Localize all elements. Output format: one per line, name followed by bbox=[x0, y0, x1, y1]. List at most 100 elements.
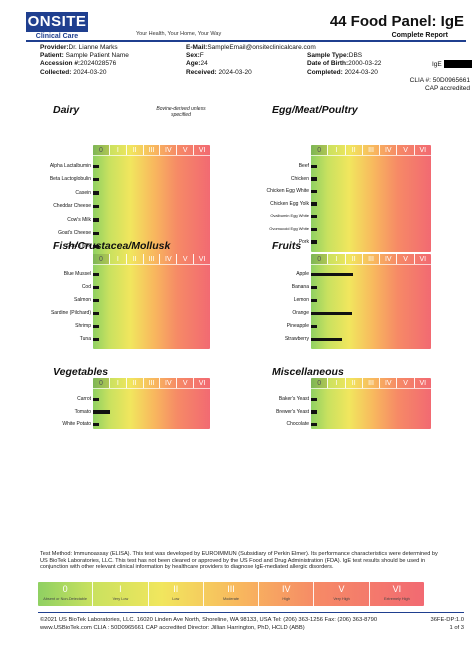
scale-cell: IV High bbox=[258, 582, 313, 606]
level-5: V bbox=[176, 254, 193, 264]
result-bar bbox=[93, 191, 99, 195]
food-label: Pineapple bbox=[286, 323, 309, 329]
level-header: 0 I II III IV V VI bbox=[93, 145, 210, 156]
panel-title: Vegetables bbox=[53, 366, 109, 378]
panel-gradient bbox=[311, 254, 431, 349]
result-bar bbox=[311, 298, 317, 302]
level-4: IV bbox=[379, 254, 396, 264]
food-label: Chicken Egg Yolk bbox=[270, 200, 309, 207]
level-3: III bbox=[142, 145, 160, 155]
level-5: V bbox=[176, 145, 193, 155]
level-2: II bbox=[344, 145, 362, 155]
food-label: Beef bbox=[298, 163, 309, 169]
sex-field: Sex:F bbox=[186, 52, 204, 60]
level-3: III bbox=[361, 254, 379, 264]
received-field: Received: 2024-03-20 bbox=[186, 68, 252, 76]
level-5: V bbox=[396, 378, 413, 388]
completed-field: Completed: 2024-03-20 bbox=[307, 68, 378, 76]
panel-title: Fish/Crustacea/Mollusk bbox=[53, 240, 171, 252]
dob-field: Date of Birth:2000-03-22 bbox=[307, 60, 382, 68]
level-0: 0 bbox=[93, 254, 109, 264]
level-header: 0 I II III IV V VI bbox=[311, 145, 431, 156]
scale-cell: 0 Absent or Non-Detectable bbox=[38, 582, 92, 606]
sample-type-field: Sample Type:DBS bbox=[307, 52, 363, 60]
panel-title: Fruits bbox=[272, 240, 302, 252]
accession-field: Accession #:2024028576 bbox=[40, 60, 117, 68]
result-bar bbox=[311, 397, 317, 401]
level-4: IV bbox=[379, 145, 396, 155]
level-1: I bbox=[327, 378, 344, 388]
level-6: VI bbox=[413, 378, 431, 388]
food-label: Beta Lactoglobulin bbox=[49, 176, 91, 183]
level-4: IV bbox=[379, 378, 396, 388]
panel-gradient bbox=[93, 145, 210, 256]
result-bar bbox=[93, 164, 99, 168]
level-3: III bbox=[361, 378, 379, 388]
scale-description: Absent or Non-Detectable bbox=[43, 597, 87, 601]
result-bar bbox=[311, 272, 353, 276]
food-label: Shrimp bbox=[75, 323, 91, 329]
result-bar bbox=[311, 164, 317, 168]
result-bar bbox=[93, 204, 99, 209]
logo-wordmark: ONSITE bbox=[26, 12, 88, 32]
level-2: II bbox=[125, 378, 143, 388]
document-id: 36FE-DP:1.0 1 of 3 bbox=[430, 616, 464, 632]
patient-field: Patient: Sample Patient Name bbox=[40, 52, 129, 60]
panel-title: Dairy bbox=[53, 104, 80, 116]
result-bar bbox=[311, 177, 317, 181]
provider-field: Provider:Dr. Lianne Marks bbox=[40, 44, 118, 51]
ige-label: IgE bbox=[432, 61, 442, 68]
scale-level: IV bbox=[282, 584, 291, 594]
level-header: 0 I II III IV V VI bbox=[93, 254, 210, 265]
result-bar bbox=[93, 218, 99, 222]
level-1: I bbox=[327, 145, 344, 155]
food-label: Casein bbox=[75, 189, 91, 196]
food-label: Salmon bbox=[74, 297, 91, 303]
email-field: E-Mail:SampleEmail@onsiteclinicalcare.co… bbox=[186, 44, 316, 51]
scale-cell: I Very Low bbox=[92, 582, 147, 606]
address-line-1: ©2021 US BioTek Laboratories, LLC. 16020… bbox=[40, 617, 378, 623]
level-3: III bbox=[142, 378, 160, 388]
result-bar bbox=[93, 177, 99, 182]
level-6: VI bbox=[193, 254, 210, 264]
level-2: II bbox=[344, 378, 362, 388]
result-bar bbox=[311, 227, 317, 231]
result-bar bbox=[93, 231, 99, 235]
blank-field bbox=[307, 44, 381, 52]
cap-accredited: CAP accredited bbox=[424, 85, 470, 92]
food-label: Carrot bbox=[77, 396, 91, 402]
food-label: Ovomucoid Egg White bbox=[269, 226, 309, 231]
level-6: VI bbox=[413, 254, 431, 264]
level-1: I bbox=[108, 378, 126, 388]
food-label: Alpha Lactalbumin bbox=[49, 163, 91, 169]
patient-info-col-b: E-Mail:SampleEmail@onsiteclinicalcare.co… bbox=[186, 44, 316, 77]
panel-gradient bbox=[93, 378, 210, 429]
level-0: 0 bbox=[311, 378, 328, 388]
level-1: I bbox=[108, 145, 126, 155]
food-label: Banana bbox=[291, 284, 309, 290]
food-label: Orange bbox=[292, 310, 309, 316]
scale-description: Extremely High bbox=[383, 597, 410, 601]
level-6: VI bbox=[193, 145, 210, 155]
level-0: 0 bbox=[311, 254, 328, 264]
clia-number: CLIA #: 50D0965661 bbox=[409, 77, 470, 84]
level-6: VI bbox=[193, 378, 210, 388]
level-0: 0 bbox=[93, 145, 109, 155]
clia-block: CLIA #: 50D0965661 CAP accredited bbox=[410, 77, 470, 93]
food-label: Strawberry bbox=[284, 336, 309, 342]
scale-cell: III Moderate bbox=[202, 582, 258, 606]
level-4: IV bbox=[159, 254, 176, 264]
level-2: II bbox=[125, 254, 143, 264]
food-label: Blue Mussel bbox=[63, 271, 91, 277]
collected-field: Collected: 2024-03-20 bbox=[40, 68, 107, 76]
patient-info-col-a: Provider:Dr. Lianne Marks Patient: Sampl… bbox=[40, 44, 129, 77]
result-bar bbox=[311, 285, 317, 289]
scale-level: II bbox=[173, 584, 179, 594]
report-header: ONSITE Clinical Care Your Health, Your H… bbox=[0, 0, 474, 44]
result-bar bbox=[311, 422, 317, 426]
food-label: Chicken bbox=[290, 175, 309, 182]
result-bar bbox=[93, 285, 99, 289]
level-scale-legend: 0 Absent or Non-Detectable I Very Low II Low I… bbox=[38, 582, 424, 606]
scale-level: III bbox=[227, 584, 235, 594]
food-label: Chocolate bbox=[286, 421, 309, 427]
